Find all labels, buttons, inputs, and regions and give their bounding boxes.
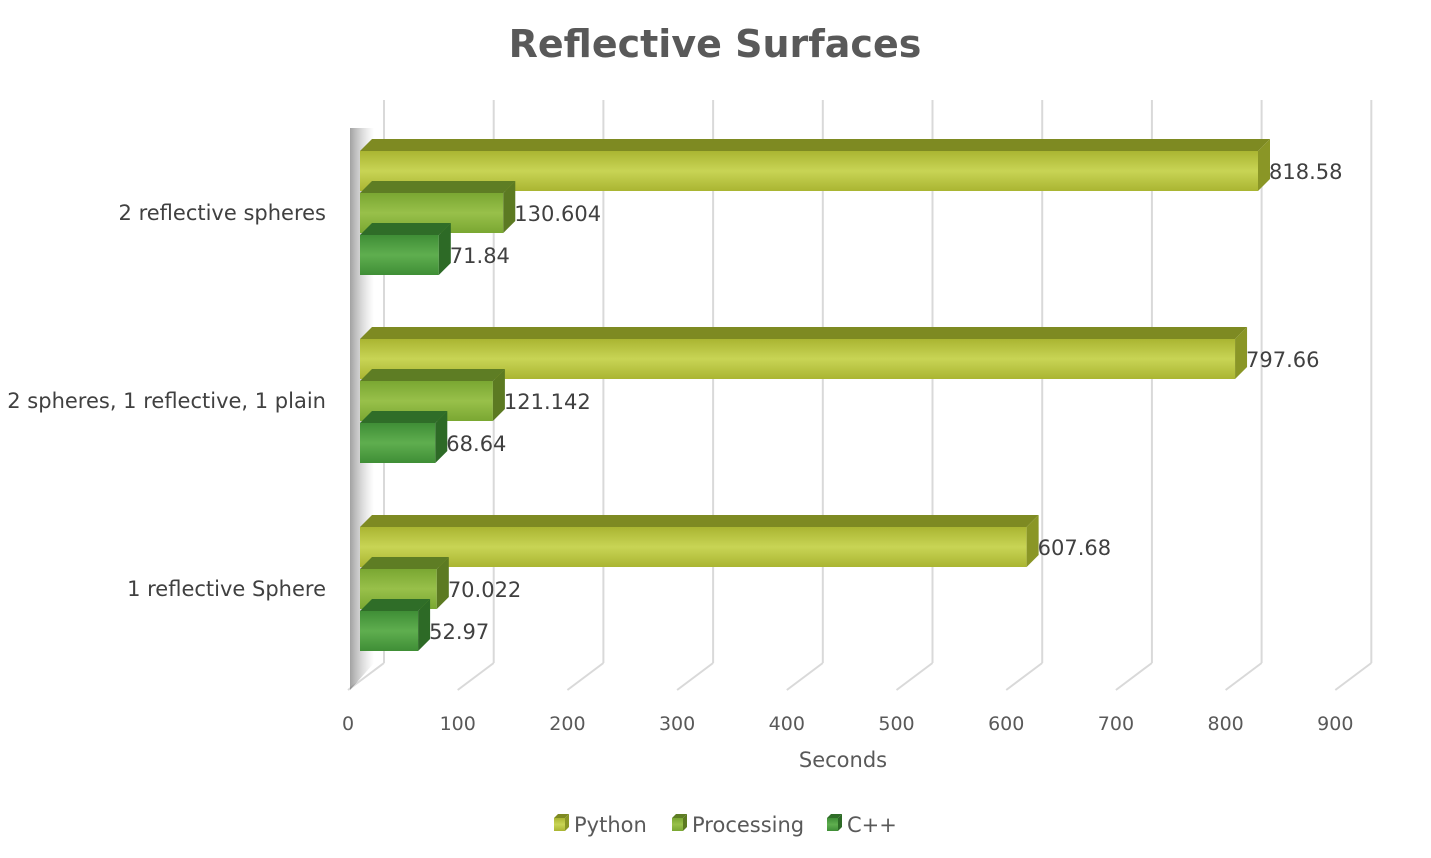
x-axis-ticks: 0 100 200 300 400 500 600 700 800 900 <box>342 713 1353 735</box>
bar-end-face <box>492 369 505 421</box>
x-tick-label: 800 <box>1207 713 1243 735</box>
bar-python <box>360 327 1248 379</box>
bar-top-face <box>360 599 431 611</box>
bar-top-face <box>360 557 449 569</box>
x-tick-label: 200 <box>549 713 585 735</box>
legend-swatch-side <box>838 814 842 831</box>
legend-swatch <box>827 818 838 831</box>
legend-swatch-top <box>827 814 842 818</box>
gridlines <box>347 100 1373 691</box>
bar-end-face <box>1258 139 1270 191</box>
data-label: 70.022 <box>448 578 521 602</box>
bar-top-face <box>360 369 505 381</box>
gridline-floor <box>676 662 714 691</box>
data-label: 607.68 <box>1038 536 1111 560</box>
gridline-floor <box>1115 662 1153 691</box>
category-label: 1 reflective Sphere <box>127 577 326 601</box>
bar-end-face <box>1026 515 1039 567</box>
bar-c- <box>360 223 451 275</box>
bar-end-face <box>436 557 449 609</box>
bar-front-face <box>360 611 419 651</box>
bar-end-face <box>418 599 431 651</box>
bar-top-face <box>360 223 451 235</box>
bar-top-face <box>360 327 1248 339</box>
data-label: 818.58 <box>1269 160 1342 184</box>
gridline-floor <box>786 662 824 691</box>
gridline-floor <box>457 662 495 691</box>
legend-item: C++ <box>827 813 897 837</box>
x-tick-label: 0 <box>342 713 354 735</box>
x-tick-label: 500 <box>878 713 914 735</box>
x-tick-label: 600 <box>988 713 1024 735</box>
x-tick-label: 100 <box>440 713 476 735</box>
category-label: 2 spheres, 1 reflective, 1 plain <box>7 389 326 413</box>
data-label: 130.604 <box>514 202 601 226</box>
legend-item: Processing <box>672 813 804 837</box>
bar-c- <box>360 411 448 463</box>
legend-swatch-top <box>554 814 569 818</box>
legend-swatch <box>672 818 683 831</box>
gridline-floor <box>1225 662 1263 691</box>
legend-label: Python <box>574 813 647 837</box>
gridline-floor <box>895 662 934 691</box>
data-labels: 607.68 70.022 52.97 797.66 121.142 68.64 818.5… <box>429 160 1342 644</box>
data-label: 68.64 <box>446 432 506 456</box>
legend-label: Processing <box>692 813 804 837</box>
bar-front-face <box>360 527 1027 567</box>
bar-python <box>360 515 1039 567</box>
data-label: 121.142 <box>504 390 591 414</box>
bar-top-face <box>360 411 448 423</box>
legend-swatch-side <box>683 814 687 831</box>
bar-end-face <box>438 223 451 275</box>
x-tick-label: 400 <box>769 713 805 735</box>
bar-top-face <box>360 515 1039 527</box>
bar-front-face <box>360 423 436 463</box>
legend-label: C++ <box>847 813 897 837</box>
gridline-floor <box>1005 662 1043 691</box>
bar-front-face <box>360 235 439 275</box>
x-tick-label: 700 <box>1098 713 1134 735</box>
category-label: 2 reflective spheres <box>119 201 326 225</box>
legend-swatch-side <box>565 814 569 831</box>
bar-end-face <box>1235 327 1248 379</box>
data-label: 797.66 <box>1246 348 1319 372</box>
data-label: 52.97 <box>429 620 489 644</box>
bar-end-face <box>503 181 516 233</box>
x-tick-label: 900 <box>1317 713 1353 735</box>
bar-top-face <box>360 139 1270 151</box>
data-label: 71.84 <box>450 244 510 268</box>
legend-swatch <box>554 818 565 831</box>
bars <box>360 139 1270 651</box>
bar-top-face <box>360 181 516 193</box>
bar-front-face <box>360 339 1236 379</box>
gridline-floor <box>1334 662 1372 691</box>
gridline-floor <box>566 662 605 691</box>
chart-title: Reflective Surfaces <box>509 22 922 66</box>
category-labels: 1 reflective Sphere 2 spheres, 1 reflecti… <box>7 201 326 601</box>
legend-item: Python <box>554 813 647 837</box>
x-tick-label: 300 <box>659 713 695 735</box>
legend-swatch-top <box>672 814 687 818</box>
bar-c- <box>360 599 431 651</box>
legend: Python Processing C++ <box>554 813 897 837</box>
x-axis-title: Seconds <box>799 748 887 772</box>
bar-end-face <box>435 411 448 463</box>
